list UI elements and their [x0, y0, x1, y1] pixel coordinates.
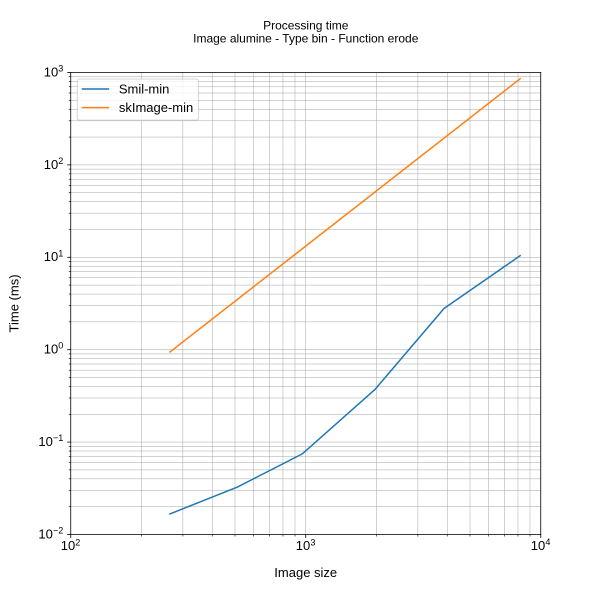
svg-text:Image alumine - Type bin - Fun: Image alumine - Type bin - Function erod…: [193, 31, 419, 45]
svg-text:Smil-min: Smil-min: [119, 82, 170, 97]
svg-text:skImage-min: skImage-min: [119, 100, 193, 115]
svg-text:1 0 0: 1 0 0: [44, 341, 64, 358]
svg-text:1 0 2: 1 0 2: [61, 537, 81, 554]
svg-text:1 0 3: 1 0 3: [44, 63, 64, 80]
svg-text:Processing time: Processing time: [263, 19, 349, 33]
svg-text:Time (ms): Time (ms): [7, 274, 22, 332]
svg-text:1 0 2: 1 0 2: [44, 156, 64, 173]
svg-text:1 0 3: 1 0 3: [296, 537, 316, 554]
svg-text:1 0 4: 1 0 4: [531, 537, 551, 554]
svg-text:Image size: Image size: [274, 565, 337, 580]
svg-text:1 0 1: 1 0 1: [44, 248, 64, 265]
